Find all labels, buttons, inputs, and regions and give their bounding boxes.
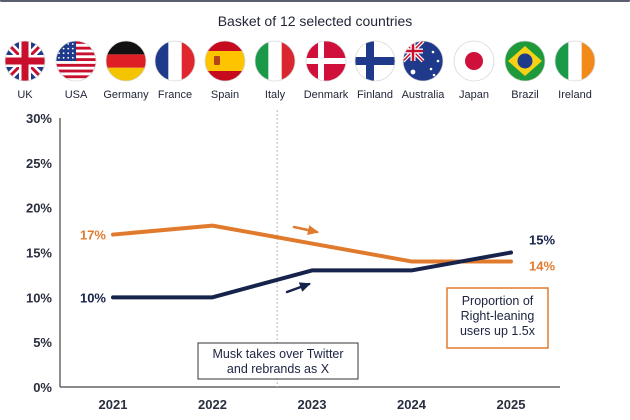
event-annotation-text: Musk takes over Twitter xyxy=(212,347,343,361)
country-label: France xyxy=(157,89,193,101)
event-annotation-text: and rebrands as X xyxy=(227,362,330,376)
event-annotation-box xyxy=(197,342,359,380)
country-label: Germany xyxy=(103,89,149,101)
country-finland: Finland xyxy=(345,40,405,101)
country-label: Spain xyxy=(210,89,240,101)
callout-text: users up 1.5x xyxy=(460,324,536,338)
germany-flag xyxy=(105,40,147,82)
country-japan: Japan xyxy=(444,40,504,101)
flag-row: UK USA Germany France Spain Italy Denmark Finla… xyxy=(4,40,620,101)
country-france: France xyxy=(145,40,205,101)
brazil-flag xyxy=(504,40,546,82)
italy-flag xyxy=(254,40,296,82)
country-germany: Germany xyxy=(96,40,156,101)
country-label: USA xyxy=(64,89,88,101)
country-australia: Australia xyxy=(393,40,453,101)
country-brazil: Brazil xyxy=(495,40,555,101)
cropped-title-strip xyxy=(0,0,630,6)
navy-trend-arrow-head xyxy=(298,282,311,292)
spain-flag xyxy=(204,40,246,82)
navy-series-end-label: 15% xyxy=(529,233,555,248)
navy-series-start-label: 10% xyxy=(80,290,106,305)
y-tick-label: 25% xyxy=(26,156,52,171)
x-tick-label: 2023 xyxy=(298,397,327,412)
australia-flag xyxy=(402,40,444,82)
x-tick-label: 2021 xyxy=(99,397,128,412)
japan-flag xyxy=(453,40,495,82)
x-tick-label: 2022 xyxy=(198,397,227,412)
line-chart: 0% 5% 10% 15% 20% 25% 30% 2021 2022 2023 2024 2025 1… xyxy=(26,110,560,412)
y-tick-label: 15% xyxy=(26,246,52,261)
country-usa: USA xyxy=(46,40,106,101)
y-tick-label: 0% xyxy=(33,380,52,395)
chart-subtitle: Basket of 12 selected countries xyxy=(217,13,413,29)
country-label: Finland xyxy=(356,89,394,101)
y-tick-label: 10% xyxy=(26,290,52,305)
france-flag xyxy=(154,40,196,82)
callout-text: Right-leaning xyxy=(461,309,535,323)
usa-flag xyxy=(55,40,97,82)
x-tick-label: 2024 xyxy=(397,397,427,412)
orange-series-start-label: 17% xyxy=(80,228,106,243)
denmark-flag xyxy=(305,40,347,82)
country-label: Italy xyxy=(264,89,286,101)
callout-box xyxy=(446,287,549,349)
country-label: Japan xyxy=(459,89,489,101)
callout-text: Proportion of xyxy=(462,294,534,308)
country-ireland: Ireland xyxy=(545,40,605,101)
uk-flag xyxy=(4,40,46,82)
y-tick-label: 20% xyxy=(26,201,52,216)
y-tick-label: 30% xyxy=(26,111,52,126)
country-label: Australia xyxy=(401,89,445,101)
country-label: Brazil xyxy=(511,89,539,101)
x-tick-label: 2025 xyxy=(497,397,526,412)
y-tick-label: 5% xyxy=(33,335,52,350)
country-uk: UK xyxy=(0,40,55,101)
country-label: Denmark xyxy=(303,89,349,101)
country-spain: Spain xyxy=(195,40,255,101)
finland-flag xyxy=(354,40,396,82)
orange-series-end-label: 14% xyxy=(529,258,555,273)
orange-trend-arrow-head xyxy=(307,225,319,235)
country-label: UK xyxy=(17,89,33,101)
country-label: Ireland xyxy=(558,89,592,101)
country-italy: Italy xyxy=(245,40,305,101)
country-denmark: Denmark xyxy=(296,40,356,101)
ireland-flag xyxy=(554,40,596,82)
